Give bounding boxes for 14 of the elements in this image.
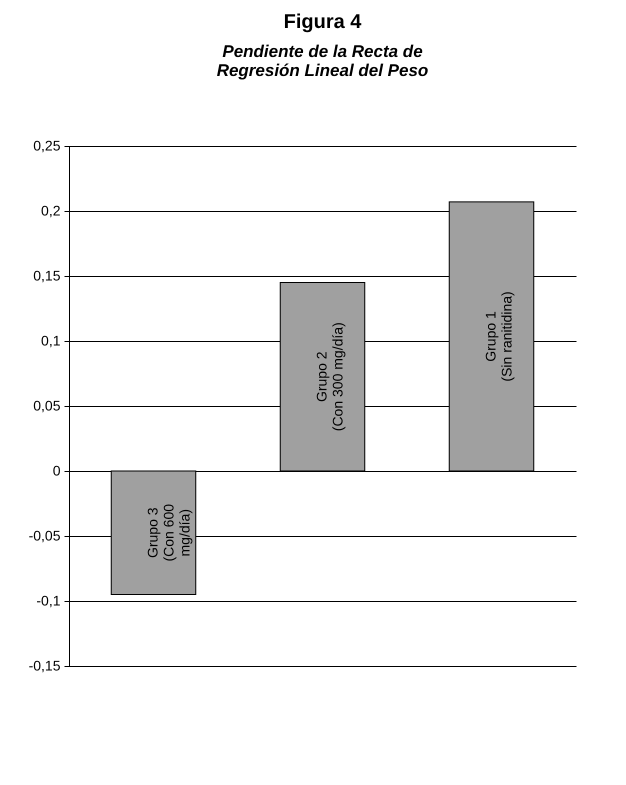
y-tick-label: 0 xyxy=(52,462,61,478)
y-tick-label: 0,15 xyxy=(33,268,61,284)
chart-subtitle: Pendiente de la Recta de Regresión Lineal del Peso xyxy=(216,42,428,80)
y-tick-label: -0,1 xyxy=(36,592,61,608)
x-tick-label: Grupo 3 (Con 600 mg/día) xyxy=(144,504,192,562)
y-tick-label: 0,05 xyxy=(33,398,61,414)
x-tick-label: Grupo 2 (Con 300 mg/día) xyxy=(314,322,346,432)
y-tick-label: -0,15 xyxy=(28,658,61,674)
y-tick-label: 0,25 xyxy=(33,138,61,154)
chart-title: Figura 4 xyxy=(284,11,362,33)
y-tick-label: -0,05 xyxy=(28,528,61,544)
y-tick-label: 0,2 xyxy=(41,202,61,218)
y-tick-label: 0,1 xyxy=(41,332,61,348)
x-tick-label: Grupo 1 (Sin ranitidina) xyxy=(482,291,514,382)
